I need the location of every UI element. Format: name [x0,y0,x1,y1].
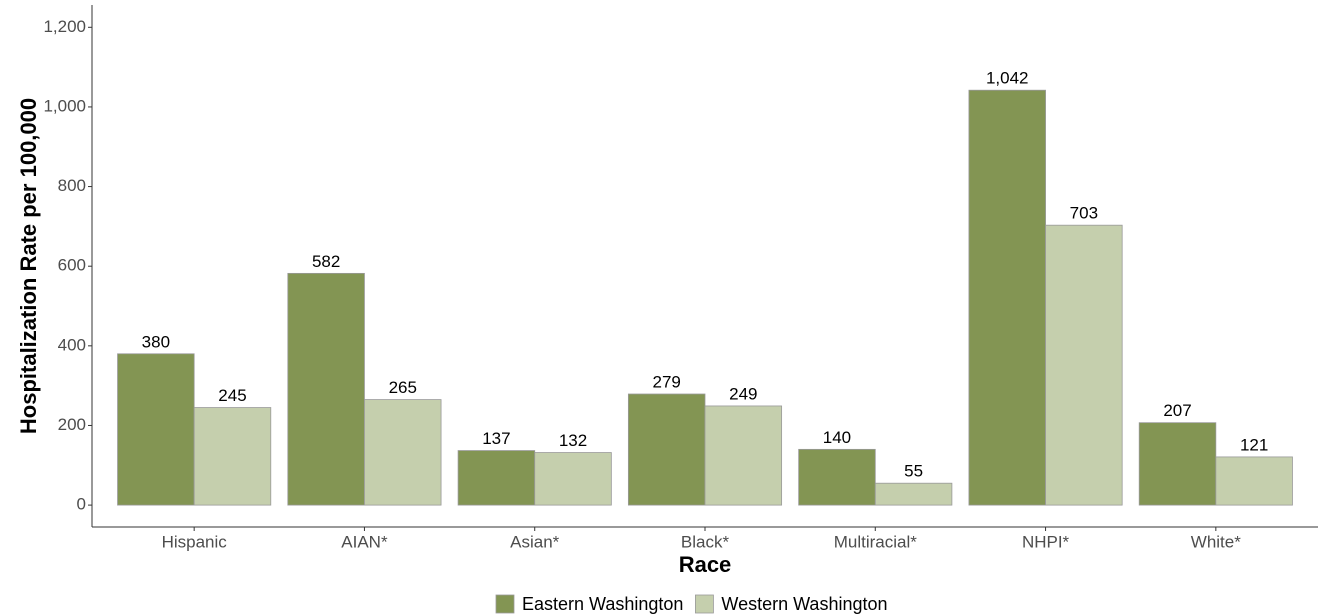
value-label: 279 [653,372,681,391]
y-tick-label: 0 [77,495,86,514]
x-tick-label: Hispanic [162,532,228,551]
x-tick-label: Multiracial* [834,532,918,551]
y-tick-label: 200 [58,415,86,434]
x-axis-title: Race [679,552,732,577]
value-label: 140 [823,428,851,447]
bar [1045,224,1123,506]
y-axis-title: Hospitalization Rate per 100,000 [16,98,41,434]
bar [968,89,1046,506]
value-label: 249 [729,384,757,403]
legend-label: Western Washington [721,594,887,614]
value-label: 137 [482,429,510,448]
x-tick-label: NHPI* [1022,532,1070,551]
y-tick-label: 1,200 [43,17,86,36]
value-label: 265 [389,378,417,397]
x-tick-label: Black* [681,532,730,551]
bar [193,407,272,506]
legend-swatch [495,594,515,614]
value-label: 132 [559,431,587,450]
bar [874,482,953,506]
y-tick-label: 600 [58,256,86,275]
value-label: 380 [142,332,170,351]
y-tick-label: 800 [58,176,86,195]
value-label: 245 [218,386,246,405]
bar [364,399,442,506]
x-tick-label: Asian* [510,532,560,551]
value-label: 55 [904,462,923,481]
value-label: 1,042 [986,69,1029,88]
bar [1138,422,1217,506]
x-tick-label: White* [1191,532,1241,551]
y-tick-label: 400 [58,335,86,354]
value-label: 207 [1163,401,1191,420]
x-tick-label: AIAN* [341,532,388,551]
legend-swatch [695,594,714,614]
bar [704,405,783,506]
bar [534,452,612,506]
bar [117,353,195,506]
value-label: 582 [312,252,340,271]
value-label: 121 [1240,435,1268,454]
value-label: 703 [1070,204,1098,223]
legend-label: Eastern Washington [522,594,683,614]
bar [1215,456,1293,506]
bar [627,393,706,506]
bar [287,272,365,506]
bar [798,448,876,506]
y-tick-label: 1,000 [43,96,86,115]
bar [457,450,536,506]
